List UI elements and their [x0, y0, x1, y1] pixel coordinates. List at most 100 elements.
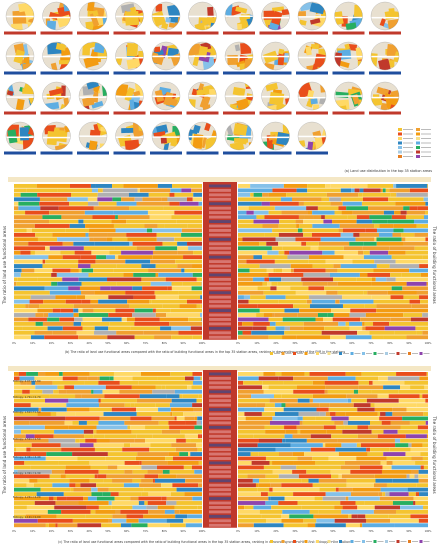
bar-segment — [316, 407, 329, 412]
bar-segment — [14, 452, 47, 456]
x-tick-label: 0% — [12, 342, 17, 345]
bar-segment — [315, 317, 324, 322]
bar-segment — [321, 330, 358, 335]
bar-segment — [296, 465, 320, 470]
bar-segment — [34, 250, 61, 255]
bar-segment — [422, 313, 428, 317]
road — [79, 16, 107, 19]
bar-segment — [238, 264, 260, 268]
bar-segment — [325, 443, 342, 448]
bar-segment — [403, 241, 428, 246]
legend-swatch — [416, 141, 420, 145]
bar-segment — [187, 385, 192, 390]
bar-segment — [166, 394, 180, 399]
bar-segment — [73, 313, 79, 317]
bar-segment — [56, 496, 67, 501]
bar-segment — [299, 224, 313, 228]
bar-segment — [272, 228, 298, 233]
bar-segment — [369, 380, 373, 385]
bar-segment — [238, 330, 243, 335]
bar-segment — [312, 210, 335, 215]
station-label — [209, 448, 231, 452]
bar-segment — [373, 483, 387, 488]
bar-segment — [42, 259, 46, 264]
bar-segment — [345, 372, 362, 376]
road — [6, 55, 34, 57]
land-parcel — [357, 60, 363, 70]
map-outline — [151, 81, 181, 111]
land-parcel — [124, 139, 140, 150]
bar-segment — [344, 461, 381, 465]
bar-segment — [66, 403, 100, 408]
bar-segment — [45, 523, 49, 528]
bar-segment — [376, 241, 404, 246]
bar-segment — [90, 509, 96, 514]
bar-segment — [396, 184, 428, 188]
bar-segment — [302, 416, 316, 421]
bar-segment — [47, 326, 63, 331]
bar-segment — [133, 295, 156, 300]
station-label — [209, 439, 231, 443]
bar-segment — [419, 492, 428, 497]
bar-segment — [349, 321, 363, 326]
bar-segment — [423, 505, 428, 510]
bar-segment — [90, 299, 99, 304]
bar-segment — [29, 478, 38, 483]
bar-segment — [238, 456, 266, 461]
station-label — [209, 286, 231, 290]
station-name-tag — [223, 151, 255, 155]
bar-segment — [17, 469, 52, 474]
bar-segment — [278, 474, 299, 479]
legend-swatch — [385, 352, 388, 355]
land-parcel — [89, 12, 100, 27]
bar-segment — [53, 389, 59, 394]
bar-segment — [58, 389, 67, 394]
bar-segment — [49, 394, 76, 399]
x-tick-label: 0% — [236, 530, 241, 533]
legend-c — [270, 540, 430, 543]
land-parcel — [160, 136, 167, 144]
station-name-tag — [4, 151, 36, 155]
legend-line — [421, 142, 431, 144]
bar-segment — [253, 434, 285, 439]
bar-segment — [238, 192, 251, 197]
bar-segment — [154, 478, 186, 483]
bar-segment — [334, 210, 342, 215]
bar-segment — [335, 447, 367, 452]
bar-segment — [383, 452, 406, 456]
bar-segment — [152, 308, 156, 313]
bar-segment — [372, 219, 388, 224]
bar-segment — [40, 206, 59, 211]
bar-segment — [14, 201, 19, 206]
bar-segment — [386, 456, 412, 461]
station-label — [209, 408, 231, 411]
bar-segment — [377, 394, 389, 399]
land-parcel — [89, 129, 101, 137]
bar-segment — [36, 184, 70, 188]
bar-segment — [427, 184, 428, 188]
bar-segment — [169, 321, 202, 326]
bar-segment — [322, 496, 346, 501]
bar-segment — [285, 403, 320, 408]
bar-segment — [391, 286, 403, 291]
bar-segment — [130, 326, 161, 331]
station-label — [209, 403, 231, 407]
bar-segment — [390, 420, 410, 425]
road — [298, 56, 326, 59]
bar-segment — [78, 420, 87, 425]
bar-segment — [96, 425, 128, 430]
bar-segment — [238, 228, 273, 233]
bar-segment — [14, 523, 46, 528]
bar-segment — [134, 403, 156, 408]
bar-segment — [357, 425, 369, 430]
bar-segment — [96, 496, 115, 501]
bar-segment — [116, 201, 137, 206]
bar-segment — [326, 429, 343, 434]
bar-segment — [387, 376, 420, 381]
bar-segment — [91, 250, 110, 255]
bar-segment — [18, 372, 27, 376]
bar-segment — [363, 241, 377, 246]
bar-segment — [425, 210, 428, 215]
bar-segment — [187, 514, 202, 519]
bar-segment — [148, 192, 170, 197]
